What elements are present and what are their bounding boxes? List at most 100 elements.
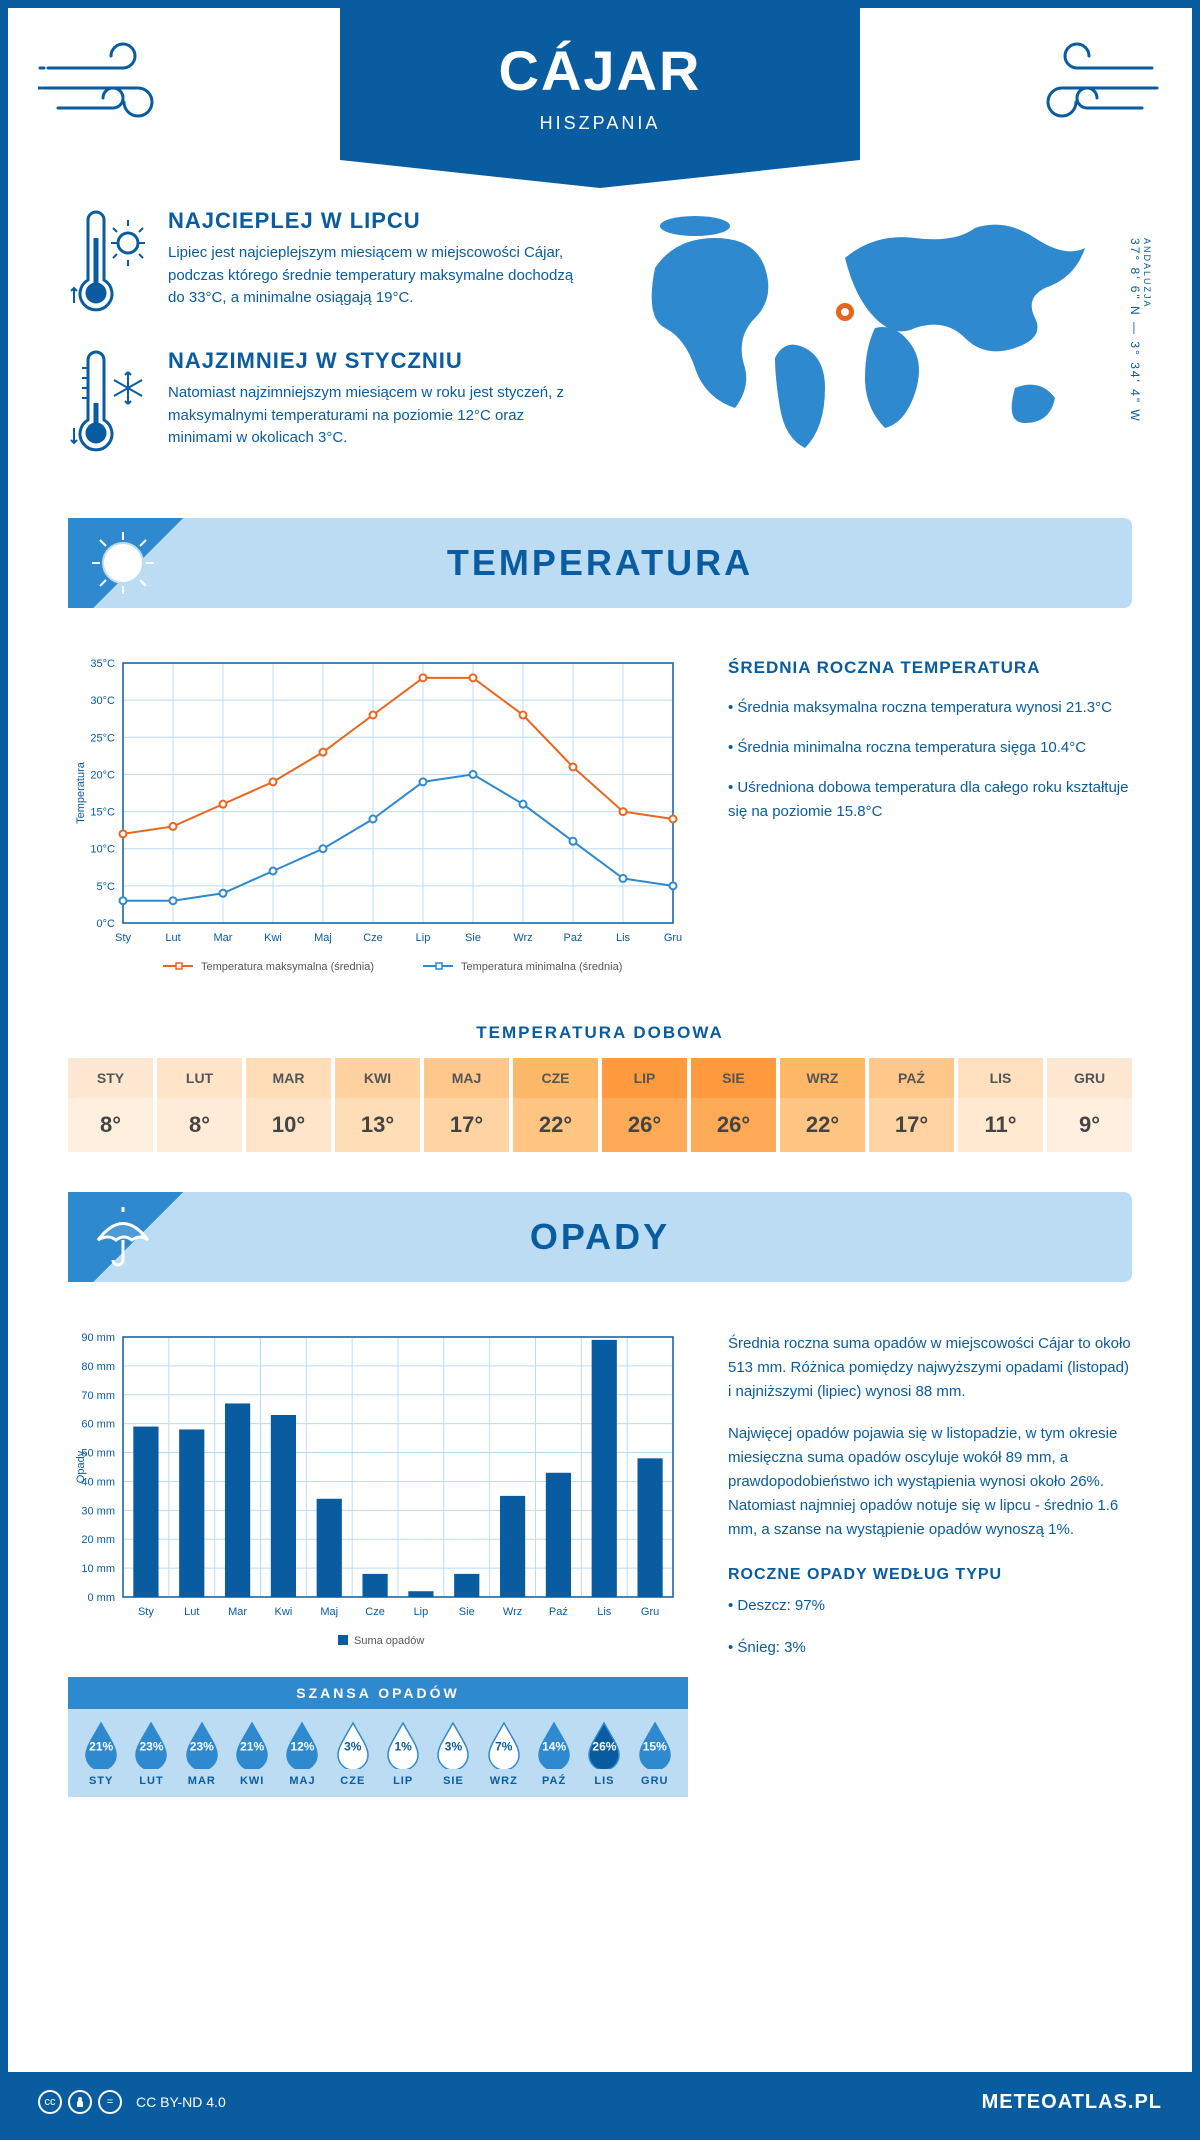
chance-drop: 12% MAJ [277, 1721, 327, 1787]
svg-text:Lut: Lut [165, 932, 180, 944]
raindrop-icon: 7% [485, 1721, 523, 1769]
temperature-content: 0°C5°C10°C15°C20°C25°C30°C35°CStyLutMarK… [8, 628, 1192, 1013]
chance-drops-row: 21% STY 23% LUT 23% MAR 21% KWI [68, 1709, 688, 1797]
warmest-text: Lipiec jest najcieplejszym miesiącem w m… [168, 242, 585, 310]
svg-text:Sty: Sty [115, 932, 131, 944]
precipitation-summary: Średnia roczna suma opadów w miejscowośc… [728, 1322, 1132, 1797]
temp-summary-item: • Średnia minimalna roczna temperatura s… [728, 736, 1132, 760]
precip-summary-p2: Najwięcej opadów pojawia się w listopadz… [728, 1422, 1132, 1542]
svg-text:Sty: Sty [138, 1606, 154, 1618]
svg-text:Lis: Lis [616, 932, 631, 944]
wind-icon [1022, 38, 1162, 133]
daily-temp-cell: GRU 9° [1047, 1058, 1132, 1152]
world-map-block: ANDALUZJA 37° 8' 6" N — 3° 34' 4" W [615, 208, 1132, 488]
svg-text:70 mm: 70 mm [81, 1390, 115, 1402]
raindrop-icon: 21% [82, 1721, 120, 1769]
temperature-line-chart: 0°C5°C10°C15°C20°C25°C30°C35°CStyLutMarK… [68, 648, 688, 993]
daily-temperature-table: STY 8° LUT 8° MAR 10° KWI 13° MAJ 17° CZ… [68, 1058, 1132, 1152]
daily-temp-cell: MAR 10° [246, 1058, 335, 1152]
svg-text:Lut: Lut [184, 1606, 199, 1618]
svg-text:Kwi: Kwi [264, 932, 282, 944]
temperature-heading: TEMPERATURA [447, 542, 753, 584]
coordinates-label: ANDALUZJA 37° 8' 6" N — 3° 34' 4" W [1128, 238, 1152, 423]
svg-text:Sie: Sie [459, 1606, 475, 1618]
daily-temp-cell: WRZ 22° [780, 1058, 869, 1152]
chance-drop: 1% LIP [378, 1721, 428, 1787]
raindrop-icon: 3% [334, 1721, 372, 1769]
svg-text:30°C: 30°C [90, 695, 115, 707]
svg-text:Sie: Sie [465, 932, 481, 944]
chance-drop: 21% KWI [227, 1721, 277, 1787]
precipitation-chance-box: SZANSA OPADÓW 21% STY 23% LUT 23% MAR 21… [68, 1677, 688, 1797]
svg-text:Gru: Gru [641, 1606, 659, 1618]
svg-text:35°C: 35°C [90, 658, 115, 670]
svg-text:Temperatura minimalna (średnia: Temperatura minimalna (średnia) [461, 961, 622, 973]
cc-icon: cc [38, 2090, 62, 2114]
svg-text:80 mm: 80 mm [81, 1361, 115, 1373]
coldest-title: NAJZIMNIEJ W STYCZNIU [168, 348, 585, 374]
svg-text:Suma opadów: Suma opadów [354, 1635, 424, 1647]
svg-text:15°C: 15°C [90, 807, 115, 819]
thermometer-cold-icon [68, 348, 148, 463]
header-banner: CÁJAR HISZPANIA [340, 8, 860, 188]
raindrop-icon: 23% [183, 1721, 221, 1769]
coldest-month-block: NAJZIMNIEJ W STYCZNIU Natomiast najzimni… [68, 348, 585, 463]
cc-nd-icon: = [98, 2090, 122, 2114]
svg-text:Cze: Cze [365, 1606, 385, 1618]
precip-type-item: • Deszcz: 97% [728, 1594, 1132, 1618]
temperature-section-banner: TEMPERATURA [68, 518, 1132, 608]
svg-text:Paź: Paź [564, 932, 583, 944]
daily-temp-cell: PAŹ 17° [869, 1058, 958, 1152]
svg-text:Kwi: Kwi [275, 1606, 293, 1618]
daily-temp-title: TEMPERATURA DOBOWA [68, 1023, 1132, 1043]
daily-temp-cell: SIE 26° [691, 1058, 780, 1152]
page-footer: cc = CC BY-ND 4.0 METEOATLAS.PL [8, 2072, 1192, 2132]
raindrop-icon: 1% [384, 1721, 422, 1769]
svg-text:Temperatura maksymalna (średni: Temperatura maksymalna (średnia) [201, 961, 374, 973]
precip-type-title: ROCZNE OPADY WEDŁUG TYPU [728, 1566, 1132, 1584]
brand-label: METEOATLAS.PL [982, 2091, 1162, 2114]
svg-text:10°C: 10°C [90, 844, 115, 856]
svg-text:25°C: 25°C [90, 732, 115, 744]
svg-text:Paź: Paź [549, 1606, 568, 1618]
temperature-summary: ŚREDNIA ROCZNA TEMPERATURA • Średnia mak… [728, 648, 1132, 993]
thermometer-hot-icon [68, 208, 148, 323]
sun-icon [88, 528, 158, 603]
svg-text:Maj: Maj [320, 1606, 338, 1618]
svg-text:0°C: 0°C [97, 918, 116, 930]
svg-text:0 mm: 0 mm [88, 1592, 116, 1604]
svg-text:60 mm: 60 mm [81, 1419, 115, 1431]
daily-temp-cell: MAJ 17° [424, 1058, 513, 1152]
svg-text:20 mm: 20 mm [81, 1534, 115, 1546]
svg-text:5°C: 5°C [97, 881, 116, 893]
page-subtitle: HISZPANIA [340, 113, 860, 134]
raindrop-icon: 12% [283, 1721, 321, 1769]
svg-text:Maj: Maj [314, 932, 332, 944]
svg-text:Cze: Cze [363, 932, 383, 944]
temp-summary-item: • Średnia maksymalna roczna temperatura … [728, 696, 1132, 720]
chance-drop: 21% STY [76, 1721, 126, 1787]
temp-summary-title: ŚREDNIA ROCZNA TEMPERATURA [728, 658, 1132, 678]
cc-by-icon [68, 2090, 92, 2114]
chance-drop: 23% LUT [126, 1721, 176, 1787]
info-left-column: NAJCIEPLEJ W LIPCU Lipiec jest najcieple… [68, 208, 585, 488]
svg-text:20°C: 20°C [90, 769, 115, 781]
chance-title: SZANSA OPADÓW [68, 1677, 688, 1709]
chance-drop: 26% LIS [579, 1721, 629, 1787]
svg-text:Opady: Opady [75, 1450, 87, 1483]
daily-temp-cell: LUT 8° [157, 1058, 246, 1152]
chance-drop: 15% GRU [630, 1721, 680, 1787]
warmest-month-block: NAJCIEPLEJ W LIPCU Lipiec jest najcieple… [68, 208, 585, 323]
precipitation-content: 0 mm10 mm20 mm30 mm40 mm50 mm60 mm70 mm8… [8, 1302, 1192, 1817]
svg-text:Gru: Gru [664, 932, 682, 944]
chance-drop: 3% SIE [428, 1721, 478, 1787]
svg-text:30 mm: 30 mm [81, 1505, 115, 1517]
temp-summary-item: • Uśredniona dobowa temperatura dla całe… [728, 776, 1132, 824]
daily-temperature-section: TEMPERATURA DOBOWA STY 8° LUT 8° MAR 10°… [8, 1023, 1192, 1152]
daily-temp-cell: STY 8° [68, 1058, 157, 1152]
precip-type-item: • Śnieg: 3% [728, 1636, 1132, 1660]
chance-drop: 7% WRZ [479, 1721, 529, 1787]
raindrop-icon: 15% [636, 1721, 674, 1769]
svg-text:10 mm: 10 mm [81, 1563, 115, 1575]
svg-text:Wrz: Wrz [513, 932, 532, 944]
